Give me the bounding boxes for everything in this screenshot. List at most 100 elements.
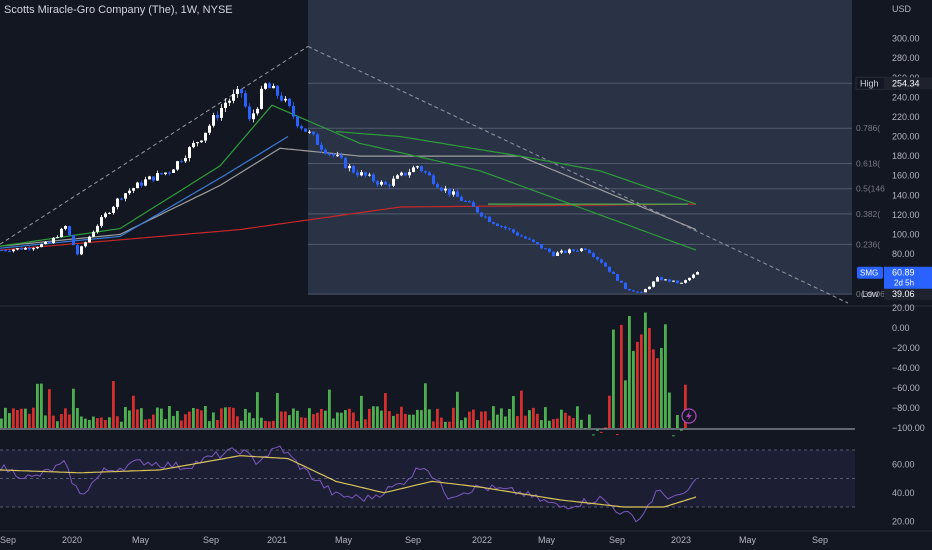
oscillator-bar — [28, 413, 31, 428]
oscillator-bar — [372, 406, 375, 428]
candle-body — [432, 175, 435, 185]
oscillator-bar — [196, 408, 199, 428]
oscillator-bar — [232, 407, 235, 428]
candle-body — [8, 250, 11, 252]
candle-body — [676, 280, 679, 284]
candle-body — [180, 161, 183, 163]
price-axis-tick: 120.00 — [892, 210, 920, 220]
candle-body — [360, 172, 363, 176]
oscillator-bar — [444, 421, 447, 428]
oscillator-bar — [56, 421, 59, 428]
oscillator-bar — [592, 434, 595, 436]
oscillator-bar — [460, 420, 463, 428]
oscillator-bar — [404, 413, 407, 428]
moving-average-line — [0, 104, 697, 251]
oscillator-bar — [16, 410, 19, 428]
high-value-box — [884, 77, 932, 90]
candle-body — [572, 249, 575, 251]
high-label: High — [860, 78, 879, 88]
candle-body — [452, 191, 455, 195]
price-axis-tick: 100.00 — [892, 229, 920, 239]
oscillator-bar — [104, 419, 107, 428]
candle-body — [332, 153, 335, 156]
oscillator-bar — [516, 416, 519, 428]
oscillator-axis-tick: −60.00 — [892, 383, 920, 393]
oscillator-bar — [480, 411, 483, 428]
oscillator-bar — [272, 420, 275, 428]
candle-body — [164, 172, 167, 175]
moving-average-line — [0, 147, 697, 247]
oscillator-bar — [344, 410, 347, 428]
candle-body — [264, 83, 267, 89]
oscillator-bar — [148, 418, 151, 428]
candle-body — [488, 216, 491, 223]
candle-body — [684, 280, 687, 283]
oscillator-bar — [408, 414, 411, 428]
oscillator-bar — [280, 411, 283, 428]
oscillator-bar — [136, 409, 139, 428]
rsi-axis-tick: 40.00 — [892, 488, 915, 498]
oscillator-bar — [556, 418, 559, 428]
oscillator-bar — [80, 416, 83, 428]
oscillator-bar — [600, 431, 603, 433]
oscillator-axis-tick: −40.00 — [892, 363, 920, 373]
oscillator-bar — [624, 380, 627, 428]
time-axis-label: 2020 — [62, 535, 82, 545]
oscillator-bar — [452, 407, 455, 428]
moving-average-line — [0, 203, 696, 251]
candle-body — [308, 131, 311, 133]
candle-body — [36, 247, 39, 249]
candle-body — [620, 280, 623, 283]
candle-body — [172, 169, 175, 173]
candle-body — [612, 271, 615, 275]
candle-body — [208, 125, 211, 133]
candle-body — [304, 128, 307, 132]
oscillator-bar — [576, 406, 579, 428]
candle-body — [52, 237, 55, 244]
oscillator-bar — [540, 420, 543, 428]
candle-body — [160, 173, 163, 175]
candle-body — [404, 172, 407, 176]
candle-body — [692, 274, 695, 278]
oscillator-bar — [268, 421, 271, 428]
candle-body — [108, 212, 111, 214]
oscillator-bar — [180, 420, 183, 428]
time-axis-label: May — [739, 535, 757, 545]
candle-body — [204, 132, 207, 141]
candle-body — [632, 290, 635, 292]
oscillator-bar — [32, 407, 35, 428]
candle-body — [392, 178, 395, 186]
candle-body — [56, 236, 59, 238]
oscillator-bar — [656, 358, 659, 428]
oscillator-bar — [652, 349, 655, 428]
candle-body — [448, 188, 451, 195]
oscillator-bar — [116, 416, 119, 428]
oscillator-bar — [492, 406, 495, 428]
oscillator-bar — [352, 412, 355, 428]
candle-body — [300, 126, 303, 129]
candle-body — [84, 242, 87, 247]
oscillator-bar — [332, 418, 335, 428]
oscillator-bar — [160, 408, 163, 428]
candle-body — [368, 174, 371, 176]
oscillator-bar — [312, 414, 315, 428]
oscillator-bar — [676, 414, 679, 428]
time-axis-label: Sep — [609, 535, 625, 545]
candle-body — [336, 155, 339, 157]
oscillator-bar — [12, 408, 15, 428]
oscillator-bar — [588, 414, 591, 428]
candle-body — [88, 236, 91, 243]
candle-body — [680, 282, 683, 284]
candle-body — [144, 179, 147, 186]
oscillator-bar — [252, 418, 255, 428]
candle-body — [468, 201, 471, 203]
candle-body — [192, 143, 195, 148]
oscillator-bar — [0, 418, 3, 428]
candle-body — [292, 105, 295, 117]
candle-body — [640, 291, 643, 293]
oscillator-bar — [668, 392, 671, 428]
price-axis-tick: 160.00 — [892, 171, 920, 181]
oscillator-bar — [488, 420, 491, 428]
